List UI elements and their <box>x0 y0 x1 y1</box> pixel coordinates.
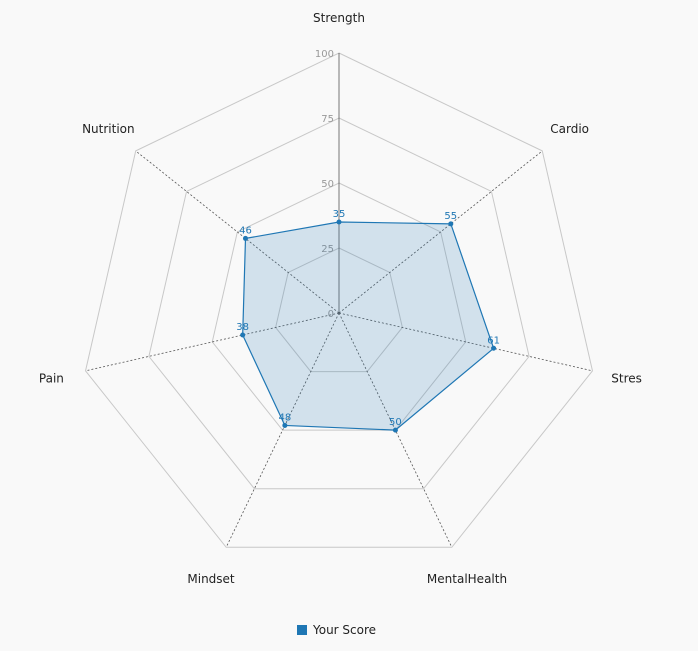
data-label: 50 <box>389 417 402 428</box>
axis-label: Strength <box>313 11 365 25</box>
grid-ring <box>275 247 403 373</box>
axis-spoke <box>338 312 593 372</box>
grid-ring <box>84 52 594 548</box>
legend-label: Your Score <box>313 623 377 637</box>
axis-spoke <box>225 312 340 548</box>
grid-ring <box>211 182 467 431</box>
data-label: 61 <box>487 335 500 346</box>
tick-label: 75 <box>321 114 334 125</box>
tick-label: 25 <box>321 244 334 255</box>
tick-label: 100 <box>315 49 334 60</box>
tick-label: 50 <box>321 179 334 190</box>
legend-swatch <box>297 625 307 635</box>
axis-spoke <box>85 312 340 372</box>
data-point <box>240 332 246 338</box>
data-point <box>392 427 398 433</box>
data-label: 38 <box>236 322 249 333</box>
data-label: 46 <box>239 225 252 236</box>
grid-ring <box>148 117 530 490</box>
axis-label: Cardio <box>550 122 589 136</box>
data-label: 55 <box>444 211 457 222</box>
data-label: 35 <box>333 209 346 220</box>
data-point <box>242 235 248 241</box>
axis-label: Pain <box>39 372 64 386</box>
tick-label: 0 <box>328 309 334 320</box>
legend: Your Score <box>297 623 376 637</box>
data-point <box>282 422 288 428</box>
axis-label: Nutrition <box>82 122 135 136</box>
axis-spoke <box>338 150 543 314</box>
data-label: 48 <box>278 412 291 423</box>
axis-label: Mindset <box>187 572 235 586</box>
data-point <box>491 345 497 351</box>
data-point <box>336 219 342 225</box>
axis-spoke <box>135 150 340 314</box>
axis-label: Stres <box>611 372 642 386</box>
data-point <box>448 221 454 227</box>
axis-label: MentalHealth <box>427 572 507 586</box>
series-area <box>242 221 495 431</box>
